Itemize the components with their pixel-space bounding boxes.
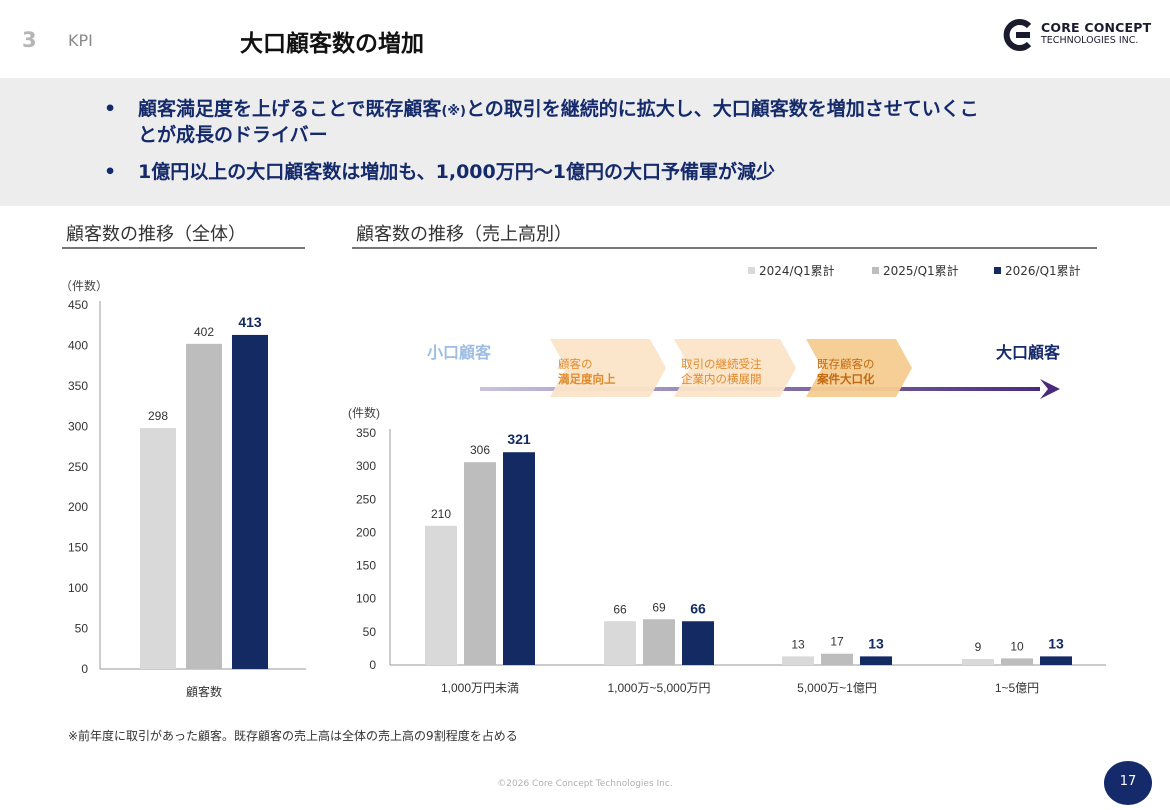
- company-logo: CORE CONCEPT TECHNOLOGIES INC.: [1003, 18, 1163, 52]
- right-panel-title: 顧客数の推移（売上高別）: [356, 224, 572, 245]
- bullet1-line2: とが成長のドライバー: [138, 124, 328, 146]
- legend-swatch: [872, 267, 879, 274]
- y-tick-label: 150: [68, 541, 88, 555]
- y-tick-label: 300: [68, 419, 88, 433]
- data-label: 17: [830, 635, 844, 649]
- legend-item-2024: 2024/Q1累計: [748, 262, 835, 279]
- y-tick-label: 350: [68, 379, 88, 393]
- section-label: KPI: [68, 31, 93, 50]
- data-label: 66: [690, 600, 706, 616]
- data-label: 306: [470, 443, 490, 457]
- x-tick-label: 5,000万~1億円: [797, 681, 877, 695]
- y-tick-label: 250: [356, 492, 376, 506]
- bar: [232, 334, 268, 669]
- logo-line1: CORE CONCEPT: [1041, 20, 1152, 35]
- left-panel-title: 顧客数の推移（全体）: [66, 224, 246, 245]
- logo-line2: TECHNOLOGIES INC.: [1041, 35, 1139, 46]
- data-label: 413: [238, 314, 262, 330]
- y-axis-unit-label: （件数）: [60, 280, 108, 293]
- flow-step-2-text: 取引の継続受注 企業内の横展開: [681, 357, 762, 386]
- page-number: 17: [1104, 761, 1152, 805]
- bar: [1001, 658, 1033, 665]
- section-number: 3: [22, 28, 37, 52]
- legend-swatch: [994, 267, 1001, 274]
- y-tick-label: 50: [75, 622, 89, 636]
- bar: [604, 621, 636, 665]
- x-tick-label: 顧客数: [186, 684, 222, 699]
- y-tick-label: 0: [81, 662, 88, 676]
- right-panel-rule: [352, 247, 1097, 249]
- bar: [503, 452, 535, 665]
- y-tick-label: 300: [356, 459, 376, 473]
- legend-item-2025: 2025/Q1累計: [872, 262, 959, 279]
- data-label: 66: [613, 602, 627, 616]
- y-axis-unit-label: (件数): [348, 405, 380, 420]
- data-label: 13: [1048, 635, 1064, 651]
- footnote: ※前年度に取引があった顧客。既存顧客の売上高は全体の売上高の9割程度を占める: [68, 729, 518, 743]
- data-label: 9: [975, 640, 982, 654]
- flow-step-1: [550, 339, 666, 397]
- bar: [186, 343, 222, 669]
- logo-mark-icon: [1003, 19, 1032, 51]
- flow-step-3-text: 既存顧客の 案件大口化: [817, 357, 875, 386]
- y-tick-label: 100: [356, 592, 376, 606]
- data-label: 210: [431, 507, 451, 521]
- legend-swatch: [748, 267, 755, 274]
- bar: [643, 619, 675, 665]
- large-customer-label: 大口顧客: [996, 343, 1061, 362]
- bullet-dot-icon: •: [104, 161, 117, 183]
- left-panel-rule: [62, 247, 305, 249]
- bar: [962, 659, 994, 665]
- summary-banner: • 顧客満足度を上げることで既存顧客(※)との取引を継続的に拡大し、大口顧客数を…: [0, 78, 1170, 206]
- bar: [464, 462, 496, 665]
- bar: [682, 621, 714, 665]
- flow-arrow-head-icon: [1040, 379, 1060, 399]
- bullet2-text: 1億円以上の大口顧客数は増加も、1,000万円～1億円の大口予備軍が減少: [138, 161, 775, 183]
- small-customer-label: 小口顧客: [427, 343, 492, 362]
- legend-item-2026: 2026/Q1累計: [994, 262, 1081, 279]
- y-tick-label: 150: [356, 559, 376, 573]
- y-tick-label: 200: [68, 500, 88, 514]
- total-customers-chart: （件数） 0 50 100 150 200 250 300 350 400 450 298 402 413…: [60, 280, 306, 699]
- bar: [860, 656, 892, 665]
- y-tick-label: 200: [356, 525, 376, 539]
- data-label: 402: [194, 325, 214, 339]
- data-label: 13: [791, 637, 805, 651]
- data-label: 298: [148, 409, 168, 423]
- bar: [140, 427, 176, 669]
- y-tick-label: 0: [369, 658, 376, 672]
- y-tick-label: 350: [356, 426, 376, 440]
- bar: [425, 525, 457, 665]
- y-tick-label: 400: [68, 338, 88, 352]
- x-tick-label: 1~5億円: [995, 681, 1039, 695]
- bar: [1040, 656, 1072, 665]
- y-tick-label: 50: [363, 625, 377, 639]
- data-label: 13: [868, 635, 884, 651]
- x-tick-label: 1,000万円未満: [441, 681, 519, 695]
- page-title: 大口顧客数の増加: [240, 31, 424, 57]
- bar: [821, 653, 853, 665]
- header: 3 KPI 大口顧客数の増加 CORE CONCEPT TECHNOLOGIES…: [0, 0, 1170, 78]
- customers-by-revenue-chart: (件数) 0 50 100 150 200 250 300 350 210 306 321 1,000万…: [348, 405, 1106, 695]
- growth-flow-diagram: [480, 339, 1060, 399]
- bullet1-part1: 顧客満足度を上げることで既存顧客: [138, 98, 442, 120]
- y-tick-label: 100: [68, 581, 88, 595]
- x-tick-label: 1,000万~5,000万円: [607, 681, 710, 695]
- data-label: 10: [1010, 639, 1024, 653]
- flow-step-2: [674, 339, 796, 397]
- data-label: 69: [652, 600, 666, 614]
- data-label: 321: [507, 431, 531, 447]
- bar: [782, 656, 814, 665]
- flow-step-1-text: 顧客の 満足度向上: [558, 357, 616, 386]
- bullet1-note: (※): [441, 104, 466, 119]
- flow-step-3: [806, 339, 912, 397]
- bullet-dot-icon: •: [104, 98, 117, 120]
- copyright: ©2026 Core Concept Technologies Inc.: [497, 779, 673, 789]
- bullet1-part2: との取引を継続的に拡大し、大口顧客数を増加させていくこ: [465, 98, 979, 120]
- y-tick-label: 450: [68, 298, 88, 312]
- y-tick-label: 250: [68, 460, 88, 474]
